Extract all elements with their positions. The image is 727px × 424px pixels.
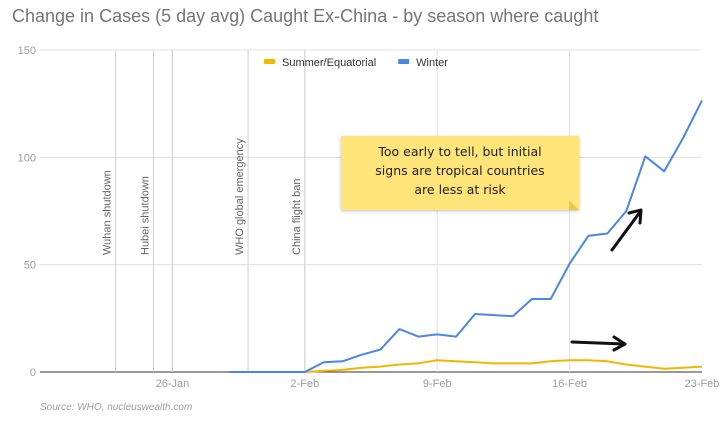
event-label: Wuhan shutdown: [102, 170, 114, 255]
event-label: WHO global emergency: [234, 138, 246, 255]
legend-swatch: [264, 59, 275, 64]
summer-trend-arrow-icon: [570, 340, 626, 346]
y-tick-label: 150: [18, 45, 36, 57]
note-line: are less at risk: [414, 182, 506, 197]
x-tick-label: 23-Feb: [685, 378, 720, 390]
legend-swatch: [398, 59, 410, 64]
x-tick-label: 16-Feb: [552, 378, 587, 390]
summer-trend-arrowhead-icon: [612, 335, 627, 352]
series-line-winter: [229, 99, 703, 373]
x-tick-label: 2-Feb: [290, 378, 319, 390]
note-line: signs are tropical countries: [375, 163, 545, 178]
y-tick-label: 100: [18, 152, 36, 164]
chart-title: Change in Cases (5 day avg) Caught Ex-Ch…: [12, 6, 599, 26]
event-label: China flight ban: [291, 179, 303, 255]
x-tick-label: 26-Jan: [156, 378, 190, 390]
x-tick-label: 9-Feb: [423, 378, 452, 390]
legend-label: Summer/Equatorial: [282, 57, 376, 69]
source-note: Source: WHO, nucleuswealth.com: [40, 402, 193, 413]
sticky-note-annotation: Too early to tell, but initial signs are…: [341, 136, 579, 210]
note-line: Too early to tell, but initial: [378, 144, 542, 159]
note-fold-icon: [569, 200, 579, 210]
winter-trend-arrow-icon: [610, 210, 642, 252]
series-line-summer-equatorial: [229, 359, 703, 373]
y-tick-label: 50: [24, 260, 36, 272]
legend-label: Winter: [416, 57, 448, 69]
event-label: Hubei shutdown: [139, 176, 151, 255]
y-tick-label: 0: [30, 367, 36, 379]
winter-trend-arrowhead-icon: [627, 208, 643, 225]
